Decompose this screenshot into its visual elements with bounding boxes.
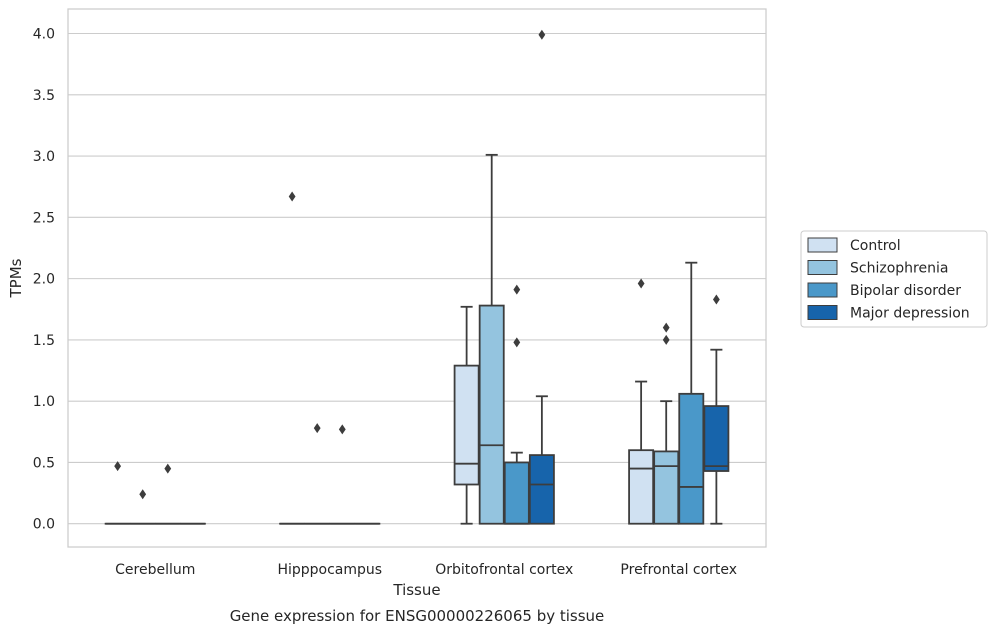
legend-frame — [800, 230, 988, 328]
outlier-point — [164, 463, 172, 474]
legend-swatch — [807, 260, 838, 275]
box-major-depression — [703, 405, 730, 472]
y-tick-label: 0.5 — [33, 455, 55, 471]
y-tick-label: 2.0 — [33, 272, 55, 288]
x-tick-label: Hipppocampus — [277, 562, 382, 578]
outlier-point — [513, 337, 521, 348]
box-control — [628, 449, 655, 525]
x-tick-label: Cerebellum — [115, 562, 195, 578]
y-tick-label: 1.0 — [33, 394, 55, 410]
y-tick-label: 0.0 — [33, 517, 55, 533]
legend-swatch — [807, 237, 838, 253]
outlier-point — [114, 461, 122, 472]
legend-label: Schizophrenia — [850, 261, 948, 277]
box-bipolar-disorder — [503, 461, 530, 525]
plot-frame — [67, 8, 767, 548]
x-tick-labels: Cerebellum Hipppocampus Orbitofrontal cort… — [115, 562, 737, 578]
box-schizophrenia — [478, 304, 505, 525]
outlier-point — [662, 322, 670, 333]
outlier-point — [538, 29, 546, 40]
outlier-point — [513, 284, 521, 295]
box-schizophrenia — [653, 450, 680, 525]
box-major-depression — [528, 454, 555, 525]
box-bipolar-disorder — [678, 392, 705, 525]
legend: Control Schizophrenia Bipolar disorder Majo… — [800, 230, 988, 328]
x-tick-label: Prefrontal cortex — [620, 562, 737, 578]
y-tick-label: 1.5 — [33, 333, 55, 349]
legend-label: Major depression — [850, 306, 970, 322]
y-tick-label: 3.0 — [33, 149, 55, 165]
y-tick-labels: 0.0 0.5 1.0 1.5 2.0 2.5 3.0 3.5 4.0 — [33, 27, 55, 533]
chart-caption: Gene expression for ENSG00000226065 by t… — [230, 607, 605, 625]
outlier-point — [288, 191, 296, 202]
outlier-point — [313, 423, 321, 434]
y-tick-label: 2.5 — [33, 210, 55, 226]
legend-label: Control — [850, 238, 901, 254]
y-tick-label: 3.5 — [33, 88, 55, 104]
box-series-group — [104, 29, 730, 525]
y-axis-label: TPMs — [7, 258, 25, 298]
outlier-point — [338, 424, 346, 435]
outlier-point — [637, 278, 645, 289]
box-control — [453, 364, 480, 486]
outlier-point — [662, 334, 670, 345]
x-tick-label: Orbitofrontal cortex — [435, 562, 573, 578]
legend-label: Bipolar disorder — [850, 283, 961, 299]
x-axis-label: Tissue — [392, 581, 440, 599]
y-tick-label: 4.0 — [33, 27, 55, 43]
outlier-point — [712, 294, 720, 305]
outlier-point — [139, 489, 147, 500]
legend-swatch — [807, 305, 838, 320]
legend-swatch — [807, 282, 838, 298]
